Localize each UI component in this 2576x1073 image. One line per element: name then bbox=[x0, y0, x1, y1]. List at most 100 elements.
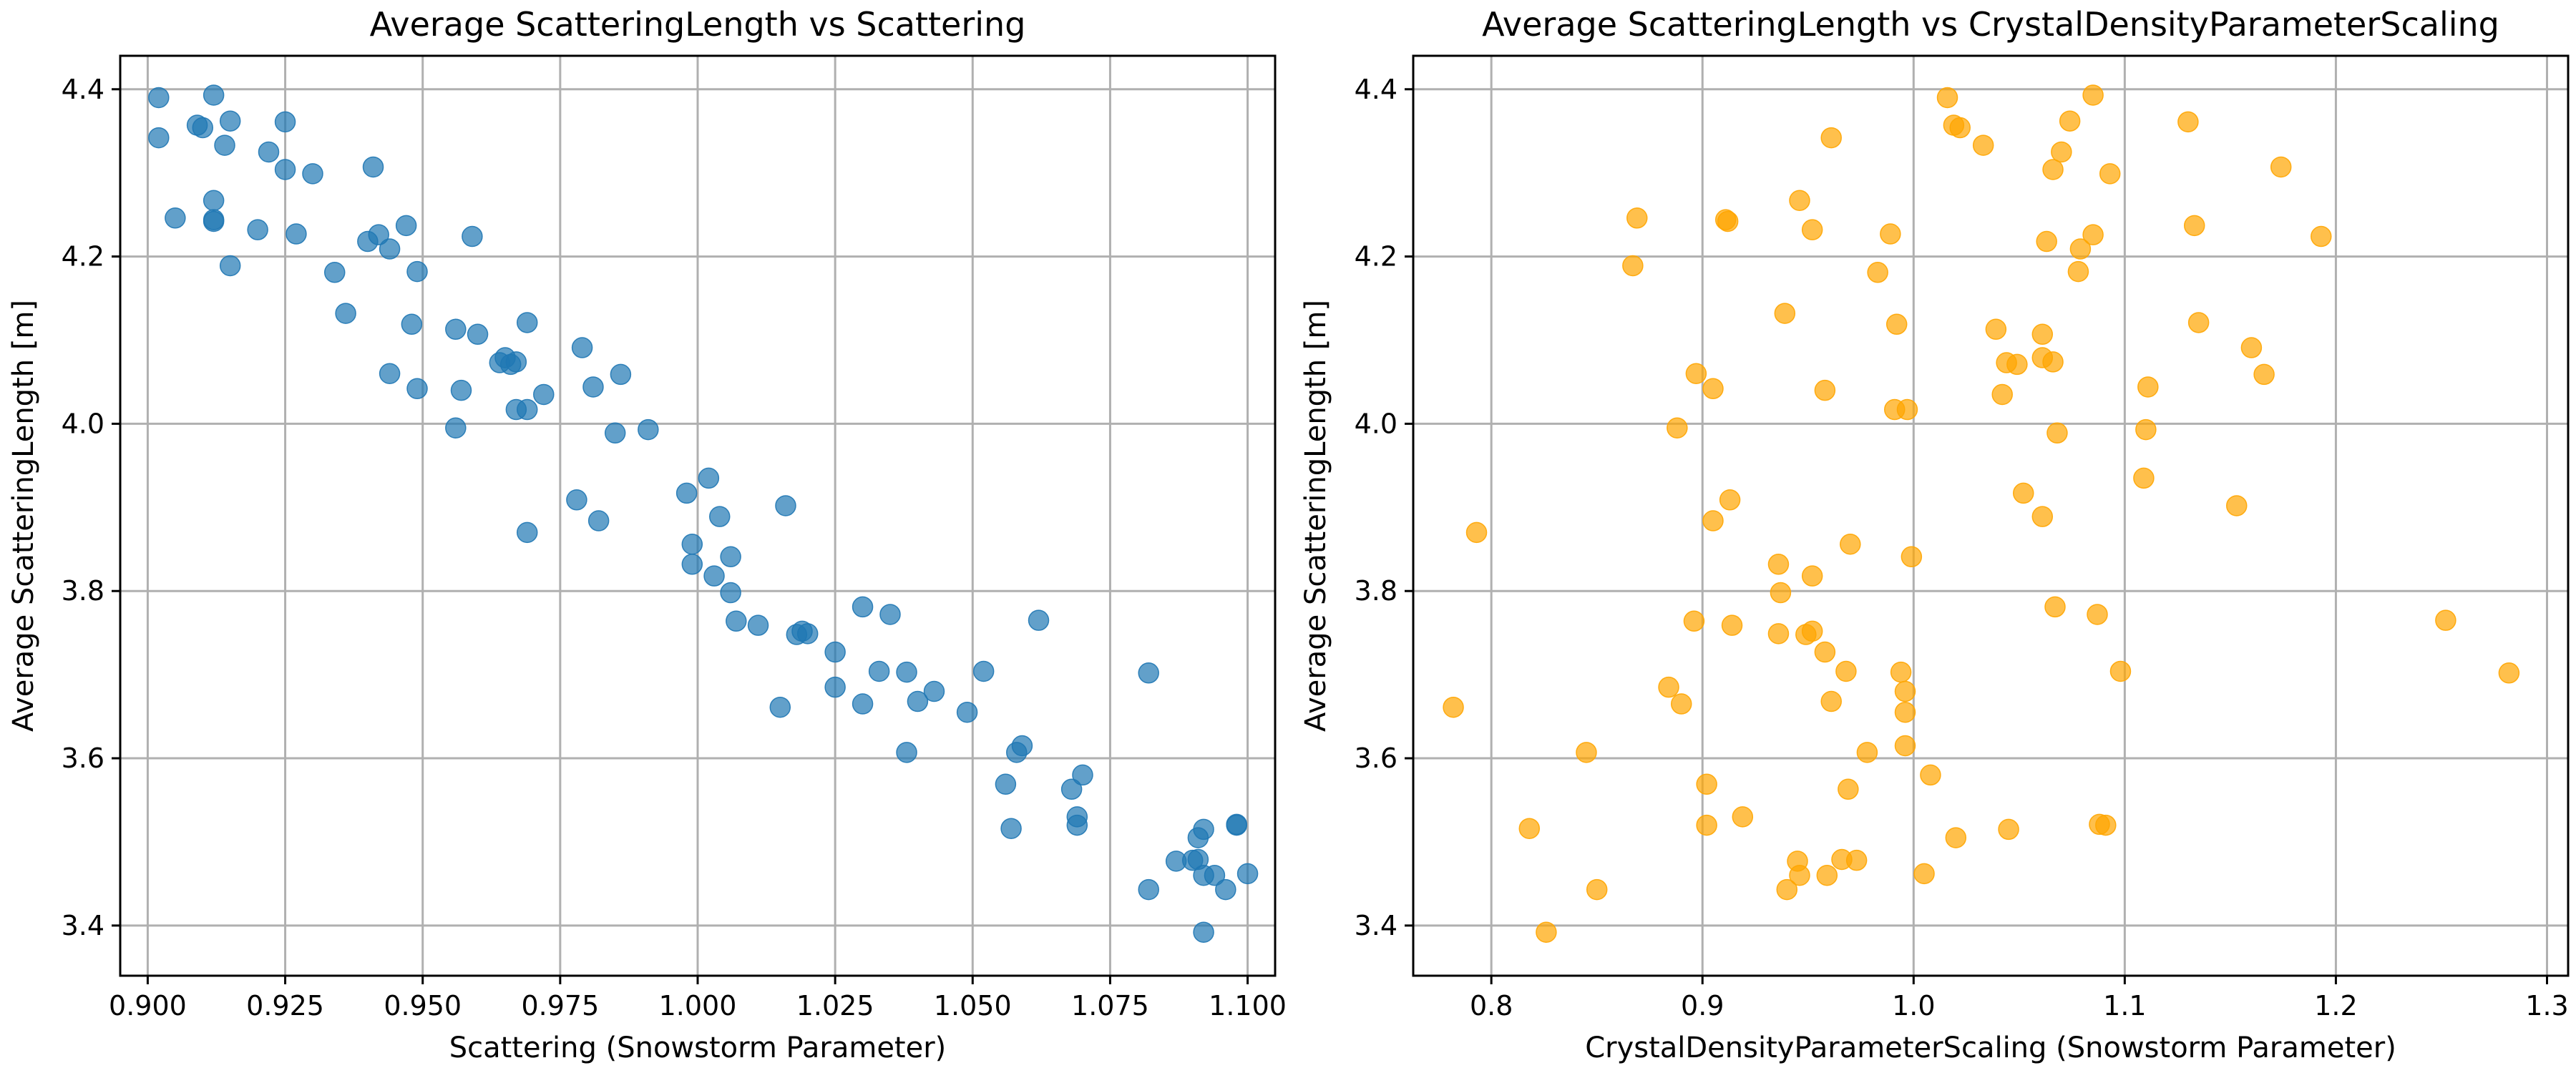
data-point bbox=[445, 417, 467, 438]
data-point bbox=[2498, 662, 2520, 684]
data-point bbox=[1518, 818, 1541, 839]
data-point bbox=[286, 223, 307, 245]
data-point bbox=[2187, 312, 2210, 333]
data-point bbox=[571, 337, 593, 358]
data-point bbox=[681, 554, 703, 575]
data-point bbox=[2225, 495, 2248, 516]
data-point bbox=[2177, 111, 2199, 133]
data-point bbox=[907, 690, 929, 712]
data-point bbox=[868, 660, 890, 682]
data-point bbox=[1776, 878, 1798, 901]
data-point bbox=[1719, 489, 1741, 511]
data-point bbox=[2067, 260, 2089, 283]
data-point bbox=[1670, 693, 1692, 715]
data-point bbox=[203, 84, 225, 106]
data-point bbox=[1236, 863, 1259, 885]
data-point bbox=[214, 134, 235, 156]
data-point bbox=[1683, 610, 1705, 632]
data-point bbox=[1717, 210, 1739, 232]
data-point bbox=[247, 219, 268, 240]
data-point bbox=[1835, 660, 1857, 682]
data-point bbox=[1820, 690, 1842, 712]
data-point bbox=[824, 676, 846, 698]
data-point bbox=[203, 210, 225, 232]
data-point bbox=[1894, 735, 1916, 757]
data-point bbox=[1890, 661, 1912, 683]
data-point bbox=[1801, 219, 1823, 240]
x-tick-label: 0.925 bbox=[246, 990, 324, 1021]
x-tick-label: 0.975 bbox=[521, 990, 599, 1021]
data-point bbox=[1820, 127, 1842, 149]
data-point bbox=[2311, 225, 2332, 248]
y-axis-label: Average ScatteringLength [m] bbox=[1299, 300, 1332, 732]
data-point bbox=[956, 701, 978, 723]
data-point bbox=[1767, 554, 1790, 575]
data-point bbox=[1696, 773, 1717, 795]
data-point bbox=[1215, 878, 1236, 901]
data-point bbox=[2006, 353, 2028, 376]
data-point bbox=[726, 610, 747, 632]
y-tick-label: 4.0 bbox=[62, 408, 104, 439]
data-point bbox=[2109, 660, 2132, 682]
data-point bbox=[505, 351, 527, 373]
data-point bbox=[2087, 604, 2108, 625]
data-point bbox=[462, 225, 483, 248]
data-point bbox=[219, 110, 241, 132]
data-point bbox=[610, 363, 632, 386]
data-point bbox=[2137, 376, 2159, 398]
data-point bbox=[533, 383, 555, 406]
data-point bbox=[2036, 230, 2057, 253]
data-point bbox=[775, 495, 796, 516]
data-point bbox=[1985, 318, 2007, 340]
data-point bbox=[896, 742, 917, 763]
data-point bbox=[796, 623, 819, 645]
data-point bbox=[675, 482, 698, 504]
scatter-chart-scattering: 0.900 0.925 0.950 0.975 1.000 1.025 1.050 1.075… bbox=[7, 5, 1287, 1064]
data-point bbox=[703, 565, 725, 587]
data-point bbox=[192, 117, 214, 139]
data-point bbox=[879, 604, 901, 625]
data-point bbox=[2435, 609, 2457, 631]
y-tick-label: 4.4 bbox=[62, 74, 104, 105]
data-point bbox=[1901, 546, 1923, 568]
data-point bbox=[1770, 582, 1792, 604]
data-point bbox=[323, 262, 346, 283]
data-point bbox=[1838, 778, 1859, 800]
data-point bbox=[450, 379, 472, 401]
data-point bbox=[1226, 814, 1247, 836]
data-point bbox=[1972, 134, 1994, 156]
data-point bbox=[2051, 141, 2072, 163]
y-tick-label: 4.4 bbox=[1355, 74, 1397, 105]
data-point bbox=[219, 255, 241, 277]
data-point bbox=[406, 378, 428, 400]
data-point bbox=[747, 614, 769, 636]
scatter-chart-crystal-density: 0.8 0.9 1.0 1.1 1.2 1.3 3.4 3.6 3.8 4.0 4.2 4.4 Ave… bbox=[1299, 5, 2570, 1064]
data-point bbox=[1000, 818, 1022, 839]
data-point bbox=[516, 521, 538, 544]
data-point bbox=[604, 422, 626, 444]
data-point bbox=[2099, 163, 2121, 185]
data-point bbox=[1702, 378, 1724, 400]
data-point bbox=[1998, 818, 2019, 841]
x-tick-label: 1.2 bbox=[2314, 990, 2357, 1021]
data-point bbox=[2240, 337, 2263, 358]
data-point bbox=[1767, 623, 1790, 645]
data-point bbox=[148, 127, 170, 149]
data-point bbox=[165, 207, 186, 229]
data-point bbox=[274, 159, 296, 180]
data-point bbox=[1789, 190, 1810, 212]
data-point bbox=[258, 141, 280, 163]
data-point bbox=[2042, 159, 2064, 180]
x-axis-label: CrystalDensityParameterScaling (Snowstor… bbox=[1585, 1032, 2396, 1064]
grid bbox=[1413, 56, 2568, 976]
data-point bbox=[582, 376, 604, 398]
data-point bbox=[1867, 262, 1888, 283]
data-point bbox=[274, 111, 296, 133]
chart-title: Average ScatteringLength vs CrystalDensi… bbox=[1482, 5, 2499, 44]
data-point bbox=[1894, 680, 1916, 702]
data-point bbox=[852, 693, 874, 715]
data-point bbox=[1702, 510, 1724, 531]
data-point bbox=[516, 312, 538, 333]
data-point bbox=[148, 87, 170, 109]
data-point bbox=[698, 467, 720, 489]
